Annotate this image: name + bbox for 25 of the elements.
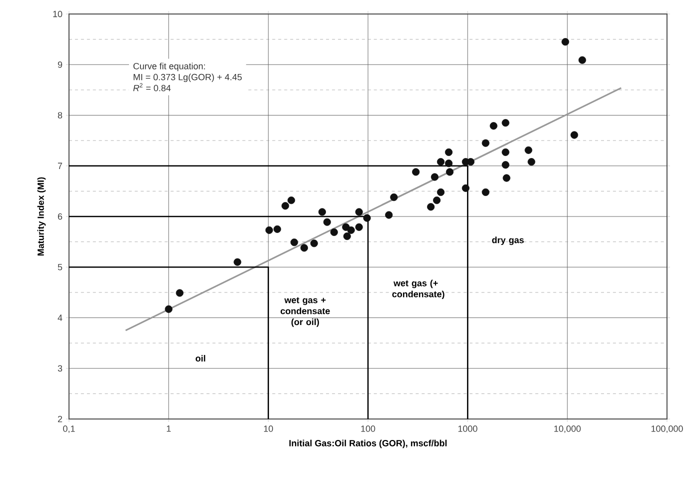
x-tick-label: 10 [264, 426, 273, 432]
annotation: dry gas [492, 236, 524, 245]
annotation: oil [196, 354, 206, 362]
y-tick-label: 4 [58, 314, 62, 321]
annotation: R$^{2}$ = 0.84 [133, 83, 171, 92]
y-tick-label: 5 [58, 264, 62, 270]
x-tick-label: 1 [166, 426, 171, 432]
y-tick-label: 9 [58, 61, 62, 68]
y-tick-label: 3 [58, 365, 62, 372]
annotation: MI = 0.373 Lg(GOR) + 4.45 [134, 74, 242, 82]
annotation: wet gas (+ condensate) [392, 280, 444, 300]
x-axis-title: Initial Gas:Oil Ratios (GOR), mscf/bbl [289, 440, 447, 448]
y-tick-label: 6 [58, 213, 62, 220]
x-tick-label: 0,1 [63, 426, 75, 433]
x-tick-label: 1000 [458, 426, 478, 432]
annotation: wet gas + condensate (or oil) [280, 297, 330, 327]
y-axis-title: Maturity Index (MI) [37, 177, 46, 256]
y-tick-label: 7 [58, 162, 62, 169]
x-tick-label: 10,000 [554, 426, 581, 433]
y-tick-label: 2 [58, 416, 62, 422]
x-tick-label: 100,000 [651, 426, 683, 433]
x-tick-label: 100 [361, 426, 376, 432]
annotation: Curve fit equation: [133, 62, 205, 72]
y-tick-label: 8 [58, 112, 62, 118]
y-tick-label: 10 [53, 10, 62, 18]
